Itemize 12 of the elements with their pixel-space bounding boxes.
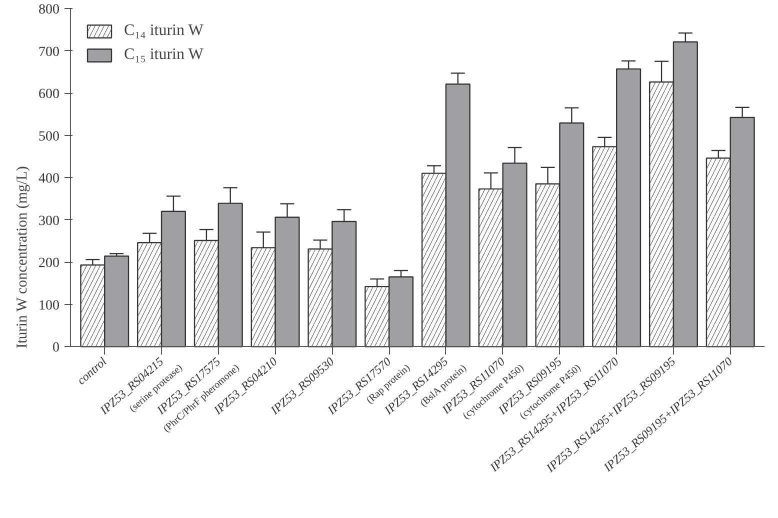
y-tick-label: 200	[38, 256, 60, 272]
y-tick-label: 800	[38, 2, 60, 18]
y-axis-title: Iturin W concentration (mg/L)	[14, 166, 30, 348]
y-tick-label: 400	[38, 172, 60, 187]
legend-label: C₁₄ iturin W	[124, 22, 204, 40]
legend-label: C₁₅ iturin W	[124, 46, 204, 64]
y-tick-label: 300	[38, 214, 60, 229]
y-tick-label: 0	[52, 340, 60, 356]
y-tick-label: 600	[38, 87, 60, 102]
y-tick-label: 500	[38, 129, 60, 144]
y-tick-label: 100	[38, 298, 60, 314]
y-tick-label: 700	[38, 44, 60, 60]
